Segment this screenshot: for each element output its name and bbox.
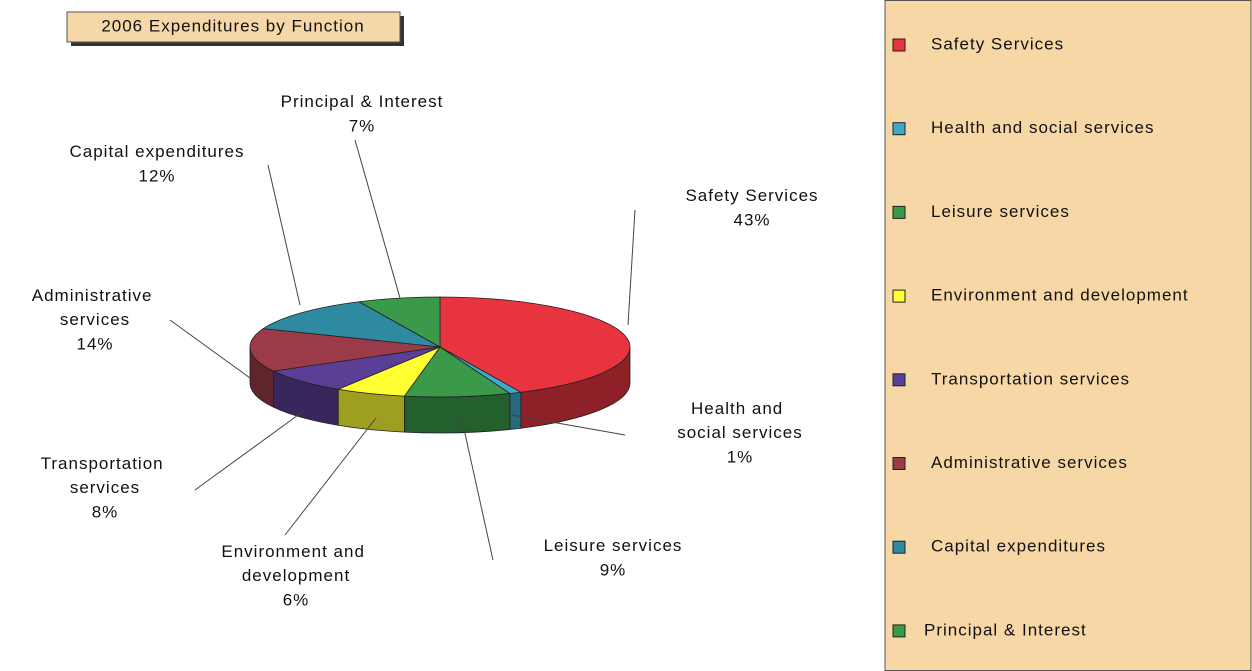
slice-side xyxy=(403,393,511,434)
data-label: 7% xyxy=(349,116,376,135)
leader-line xyxy=(627,209,636,326)
slice-side xyxy=(509,391,522,430)
legend-label: Health and social services xyxy=(931,118,1154,137)
data-label-name: Safety Services xyxy=(685,186,818,205)
slice xyxy=(403,346,512,398)
leader-line xyxy=(267,164,301,306)
leader-line xyxy=(461,419,494,561)
data-label-name: Environment and development xyxy=(221,542,370,585)
legend-swatch xyxy=(892,373,906,387)
leader-line xyxy=(284,417,377,536)
data-label: 6% xyxy=(283,590,310,609)
legend-label: Principal & Interest xyxy=(924,620,1087,639)
data-label-name: Administrative services xyxy=(32,286,158,329)
legend-label: Safety Services xyxy=(931,34,1064,53)
slice xyxy=(249,328,441,372)
slice xyxy=(262,301,441,348)
legend-swatch xyxy=(892,38,906,52)
title-box xyxy=(66,11,401,43)
data-label-name: Principal & Interest xyxy=(281,92,444,111)
legend-swatch xyxy=(892,122,906,136)
data-label: 43% xyxy=(733,210,770,229)
legend-label: Transportation services xyxy=(931,369,1130,388)
slice xyxy=(272,346,441,390)
data-label: 1% xyxy=(727,447,754,466)
leader-line xyxy=(194,409,306,491)
legend-label: Leisure services xyxy=(931,202,1070,221)
legend-swatch xyxy=(892,624,906,638)
leader-line xyxy=(169,319,251,379)
legend xyxy=(884,0,1252,671)
legend-swatch xyxy=(892,289,906,303)
leader-line xyxy=(511,414,626,436)
legend-label: Capital expenditures xyxy=(931,537,1106,556)
data-label-name: Health and social services xyxy=(677,399,803,442)
data-label-name: Leisure services xyxy=(544,536,683,555)
data-label: 9% xyxy=(600,560,627,579)
data-label: 14% xyxy=(76,334,113,353)
legend-label: Administrative services xyxy=(931,453,1128,472)
slice xyxy=(439,296,631,393)
slice xyxy=(357,296,441,348)
legend-swatch xyxy=(892,457,906,470)
data-label-name: Transportation services xyxy=(41,454,170,497)
leader-line xyxy=(354,139,401,299)
data-label-name: Capital expenditures xyxy=(70,142,245,161)
legend-swatch xyxy=(892,540,906,554)
data-label: 12% xyxy=(138,166,175,185)
legend-swatch xyxy=(892,205,906,219)
legend-label: Environment and development xyxy=(931,286,1189,305)
data-label: 8% xyxy=(92,502,119,521)
chart-title: 2006 Expenditures by Function xyxy=(101,16,364,35)
